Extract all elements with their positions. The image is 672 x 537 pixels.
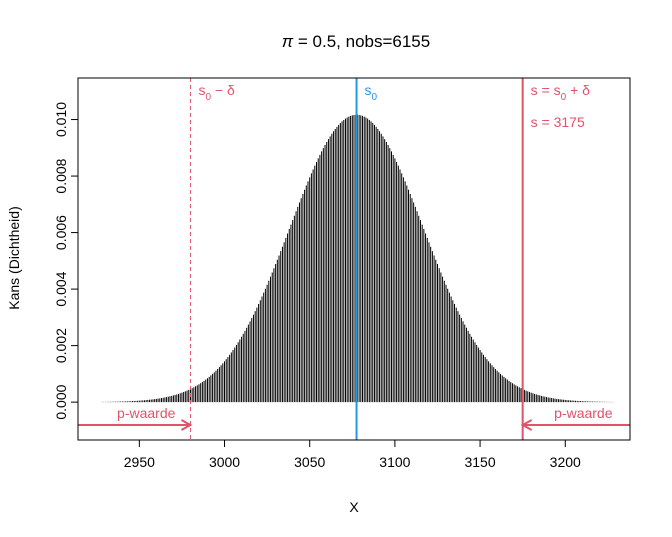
p-value-label: p-waarde	[117, 405, 176, 421]
y-axis: 0.000 0.002 0.004 0.006 0.008 0.010	[53, 102, 79, 420]
label-main: s = s	[531, 82, 561, 98]
label-tail: − δ	[211, 82, 235, 98]
p-value-regions: p-waarde p-waarde	[78, 405, 630, 431]
y-tick-label: 0.010	[53, 102, 69, 137]
label-sub: 0	[205, 92, 211, 103]
label-tail: + δ	[566, 82, 590, 98]
density-bars	[101, 114, 614, 403]
y-tick-label: 0.002	[53, 328, 69, 363]
reference-line-label: s0	[365, 82, 378, 103]
y-tick-label: 0.006	[53, 215, 69, 250]
annotations: s = 3175	[531, 114, 585, 130]
x-tick-label: 3150	[464, 454, 495, 470]
y-tick-label: 0.008	[53, 158, 69, 193]
p-value-arrowhead	[180, 419, 193, 431]
reference-line-label: s = s0 + δ	[531, 82, 590, 103]
x-axis-label: X	[349, 499, 359, 515]
x-tick-label: 3200	[550, 454, 581, 470]
x-tick-label: 3100	[379, 454, 410, 470]
label-main: s	[365, 82, 372, 98]
title-pi: π	[282, 32, 294, 51]
y-tick-label: 0.004	[53, 271, 69, 306]
x-tick-label: 3050	[294, 454, 325, 470]
y-tick-label: 0.000	[53, 384, 69, 419]
reference-line-label: s0 − δ	[198, 82, 235, 103]
title-rest: = 0.5, nobs=6155	[293, 32, 430, 51]
reference-lines	[189, 78, 524, 440]
x-tick-label: 3000	[209, 454, 240, 470]
chart-title: π = 0.5, nobs=6155	[282, 32, 430, 51]
p-value-arrowhead	[520, 419, 533, 431]
label-sub: 0	[561, 92, 567, 103]
label-main: s	[198, 82, 205, 98]
x-tick-label: 2950	[124, 454, 155, 470]
annotation-text: s = 3175	[531, 114, 585, 130]
label-sub: 0	[372, 92, 378, 103]
x-axis: 2950 3000 3050 3100 3150 3200	[124, 439, 581, 470]
p-value-label: p-waarde	[554, 405, 613, 421]
y-axis-label: Kans (Dichtheid)	[6, 206, 22, 310]
